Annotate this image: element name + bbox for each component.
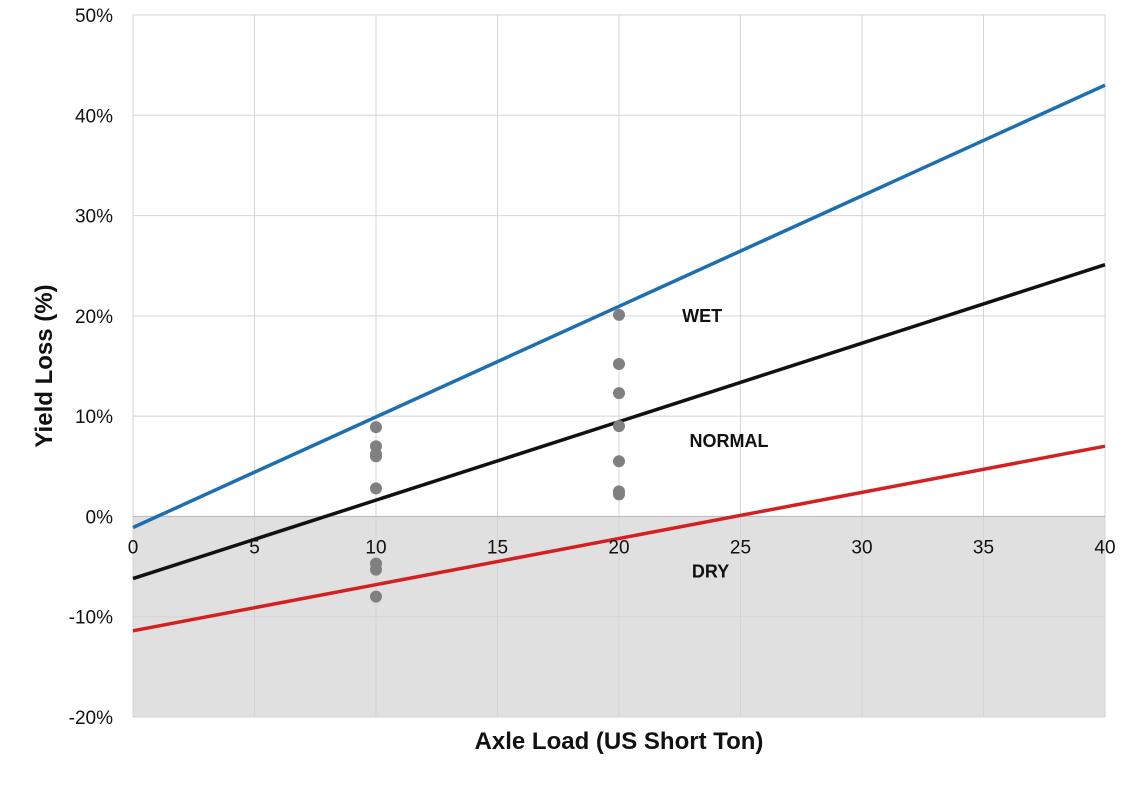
x-tick-label: 0 — [128, 537, 139, 558]
series-line-dry — [132, 444, 1106, 633]
series-label-normal: NORMAL — [689, 431, 768, 451]
x-axis-title: Axle Load (US Short Ton) — [475, 728, 764, 755]
series-label-dry: DRY — [692, 562, 729, 582]
x-tick-label: 35 — [973, 537, 994, 558]
data-point — [613, 308, 625, 321]
y-tick-label: 40% — [75, 106, 113, 127]
x-tick-label: 30 — [851, 537, 872, 558]
y-axis-ticks: -20% -10% 0% 10% 20% 30% 40% 50% — [69, 6, 113, 729]
series-label-wet: WET — [682, 306, 722, 326]
x-tick-label: 20 — [608, 537, 629, 558]
y-tick-label: -20% — [69, 708, 113, 729]
y-tick-label: 50% — [75, 6, 113, 27]
y-axis-title: Yield Loss (%) — [31, 284, 58, 447]
x-axis-ticks: 0 5 10 15 20 25 30 35 40 — [128, 537, 1116, 558]
data-point — [370, 563, 382, 576]
data-points — [370, 308, 625, 603]
x-tick-label: 25 — [730, 537, 751, 558]
x-tick-label: 10 — [365, 537, 386, 558]
x-tick-label: 5 — [249, 537, 260, 558]
data-point — [370, 421, 382, 434]
data-point — [370, 450, 382, 463]
data-point — [613, 455, 625, 468]
data-point — [613, 488, 625, 501]
data-point — [370, 590, 382, 603]
data-point — [613, 387, 625, 400]
data-point — [613, 357, 625, 370]
series-labels: WET NORMAL DRY — [682, 306, 768, 582]
data-point — [370, 482, 382, 495]
y-tick-label: 20% — [75, 307, 113, 328]
y-tick-label: -10% — [69, 608, 113, 629]
x-tick-label: 40 — [1094, 537, 1115, 558]
y-tick-label: 30% — [75, 207, 113, 228]
y-tick-label: 0% — [86, 507, 114, 528]
y-tick-label: 10% — [75, 407, 113, 428]
x-tick-label: 15 — [487, 537, 508, 558]
data-point — [613, 420, 625, 433]
series-line-wet — [132, 83, 1106, 530]
